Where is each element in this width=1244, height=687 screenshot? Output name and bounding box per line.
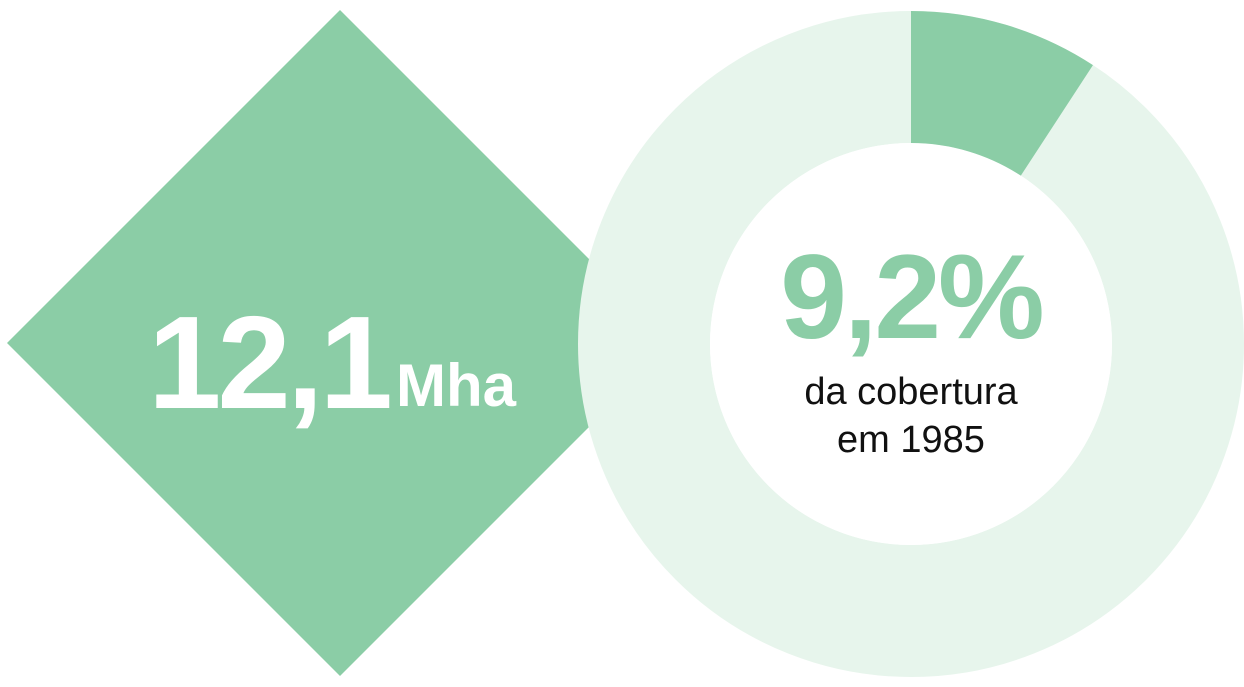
highlight-unit: Mha <box>396 352 517 419</box>
donut <box>578 11 1244 677</box>
annotation: em 1985 <box>837 419 985 461</box>
annotation: da cobertura <box>804 371 1018 413</box>
donut-value-label: 9,2% <box>780 230 1042 364</box>
donut-segment <box>911 11 1093 176</box>
diamond <box>7 10 673 676</box>
highlight-value: 12,1 <box>148 289 389 436</box>
donut-hole <box>710 143 1112 545</box>
